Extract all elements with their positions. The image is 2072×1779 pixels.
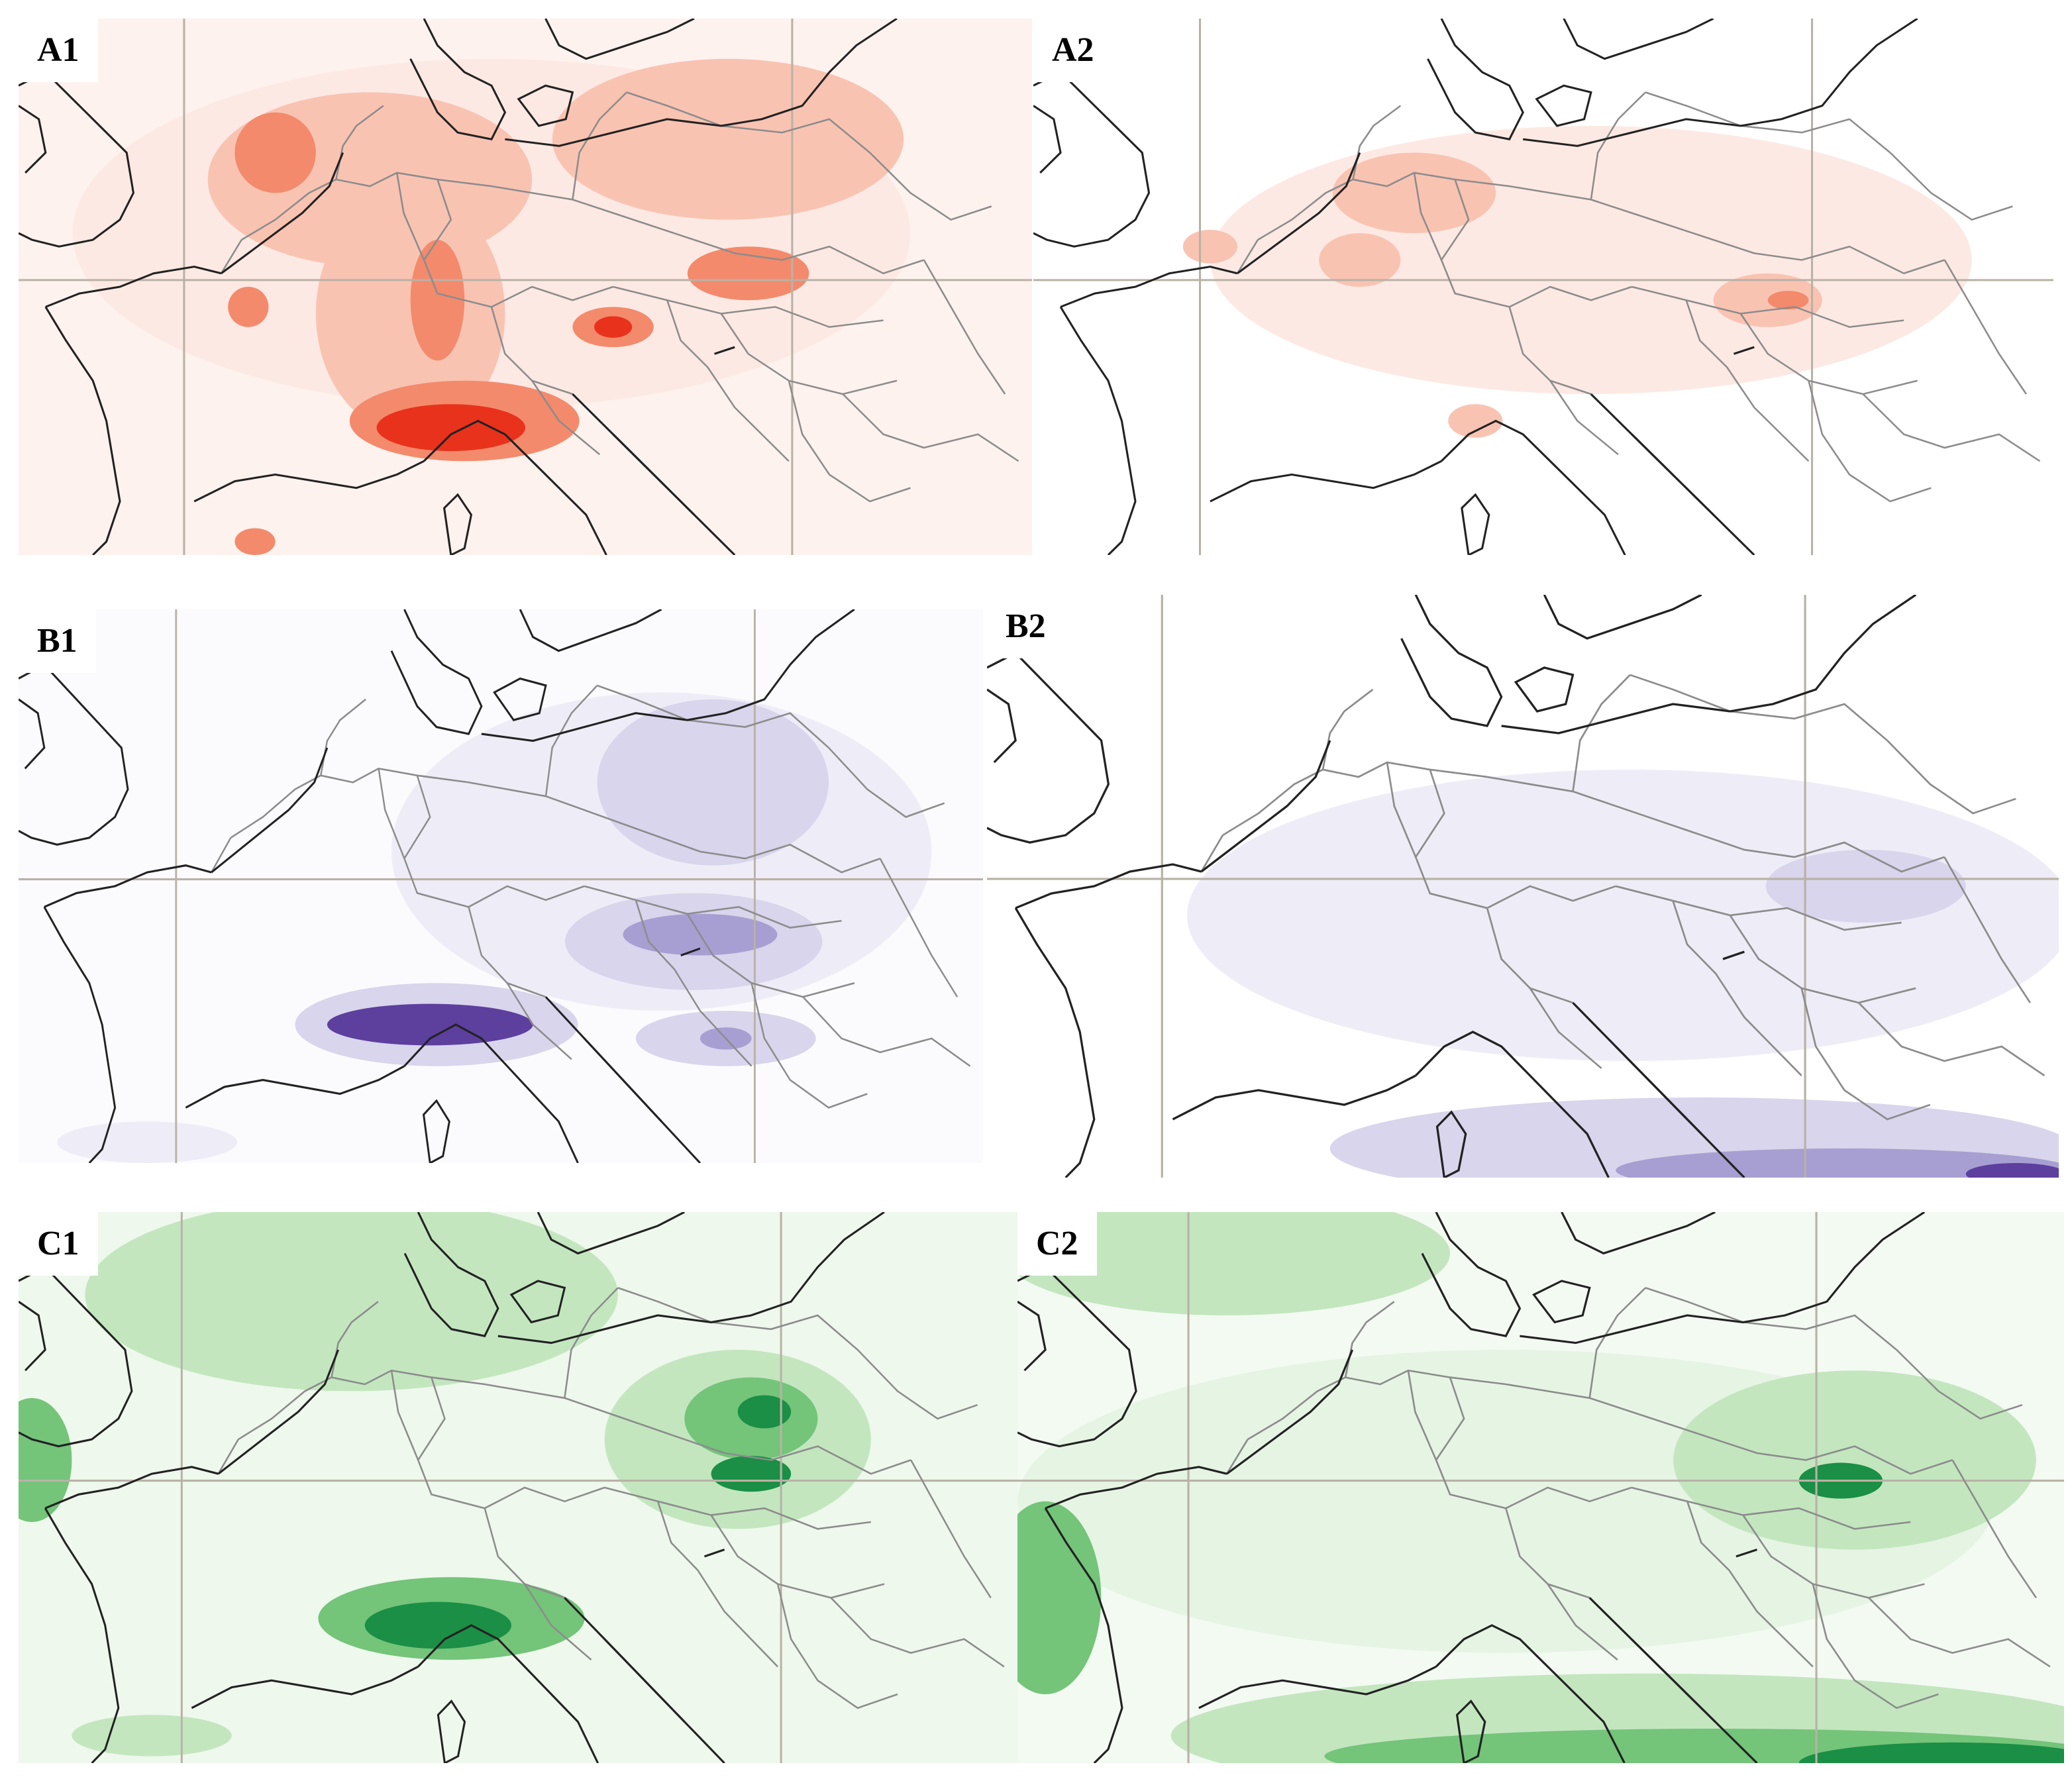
concentration-field — [1017, 1212, 2064, 1763]
panel-a2: A2 — [1033, 19, 2053, 555]
map-c2 — [1017, 1212, 2064, 1763]
panel-c1: C1 — [19, 1212, 1017, 1763]
panel-a1: A1 — [19, 19, 1032, 555]
panel-b2: B2 — [987, 595, 2059, 1178]
panel-label: B2 — [987, 595, 1064, 658]
map-b2 — [987, 595, 2059, 1178]
panel-label: B1 — [19, 609, 96, 673]
concentration-field — [1182, 126, 1972, 438]
panel-c2: C2 — [1017, 1212, 2064, 1763]
map-b1 — [19, 609, 983, 1163]
concentration-field — [19, 1212, 871, 1756]
panel-label: C2 — [1017, 1212, 1097, 1276]
map-a1 — [19, 19, 1032, 555]
panel-label: A2 — [1033, 19, 1113, 82]
concentration-field — [1187, 770, 2059, 1178]
concentration-field — [72, 58, 911, 555]
panel-b1: B1 — [19, 609, 983, 1163]
map-a2 — [1033, 19, 2053, 555]
panel-label: A1 — [19, 19, 98, 82]
panel-label: C1 — [19, 1212, 98, 1276]
map-c1 — [19, 1212, 1017, 1763]
concentration-field — [57, 692, 932, 1163]
